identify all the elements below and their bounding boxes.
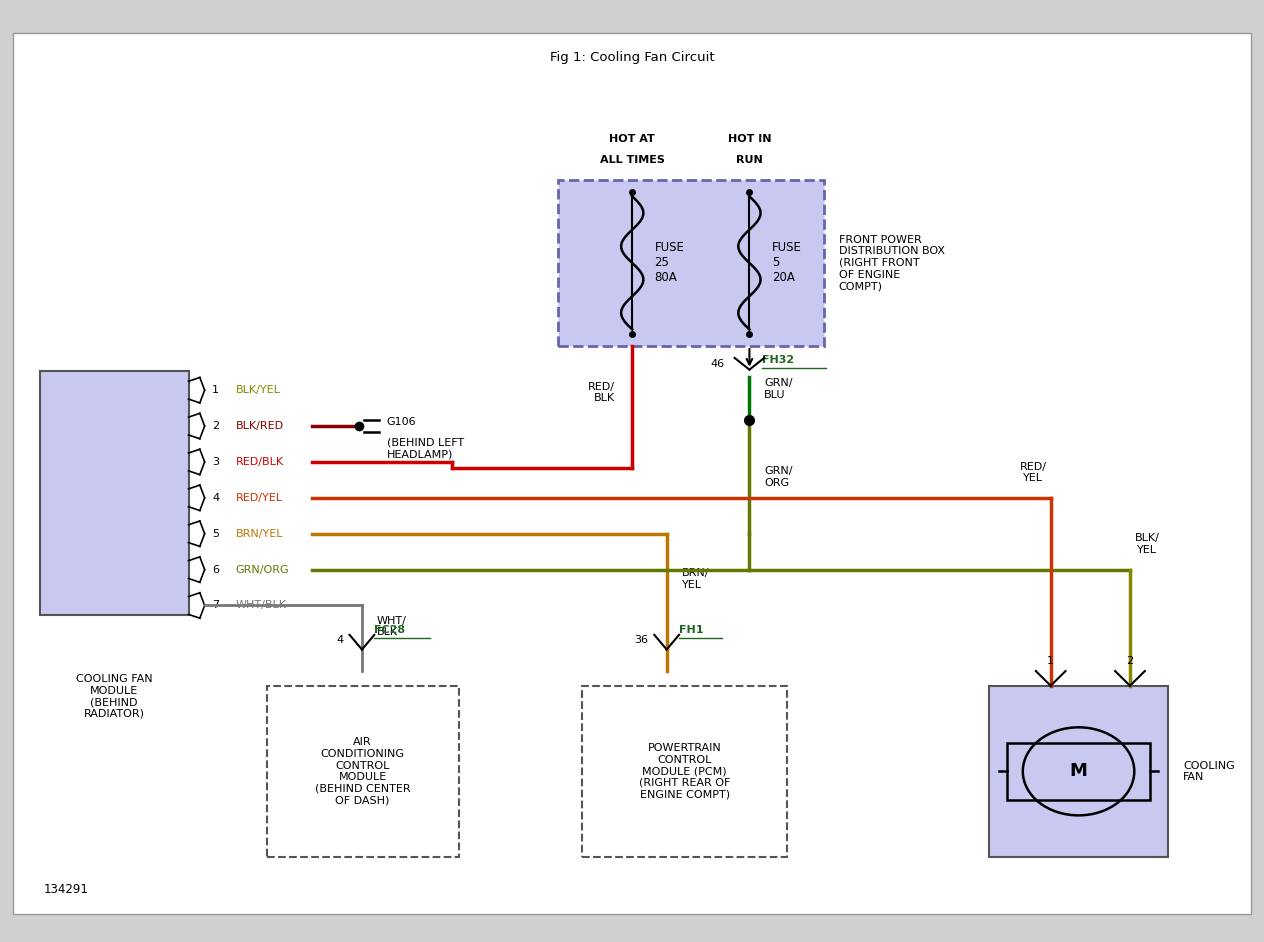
Text: 7: 7 xyxy=(212,600,220,610)
FancyBboxPatch shape xyxy=(267,686,459,857)
FancyBboxPatch shape xyxy=(557,180,824,346)
Text: 3: 3 xyxy=(212,457,219,467)
Text: 2: 2 xyxy=(212,421,220,431)
Text: 2: 2 xyxy=(1126,657,1134,666)
Text: RED/
YEL: RED/ YEL xyxy=(1020,462,1047,483)
FancyBboxPatch shape xyxy=(583,686,786,857)
Text: COOLING FAN
MODULE
(BEHIND
RADIATOR): COOLING FAN MODULE (BEHIND RADIATOR) xyxy=(76,674,153,719)
Text: FH1: FH1 xyxy=(679,625,704,635)
Text: FH32: FH32 xyxy=(762,355,794,365)
Text: WHT/BLK: WHT/BLK xyxy=(235,600,287,610)
Text: FUSE
25
80A: FUSE 25 80A xyxy=(655,241,684,284)
Text: (BEHIND LEFT
HEADLAMP): (BEHIND LEFT HEADLAMP) xyxy=(387,438,464,460)
Text: BRN/YEL: BRN/YEL xyxy=(235,528,283,539)
Text: RED/BLK: RED/BLK xyxy=(235,457,283,467)
Text: AIR
CONDITIONING
CONTROL
MODULE
(BEHIND CENTER
OF DASH): AIR CONDITIONING CONTROL MODULE (BEHIND … xyxy=(315,738,411,805)
Text: GRN/
BLU: GRN/ BLU xyxy=(765,378,793,399)
Text: COOLING
FAN: COOLING FAN xyxy=(1183,760,1235,782)
FancyBboxPatch shape xyxy=(40,370,188,615)
Text: 4: 4 xyxy=(336,635,344,644)
Text: BLK/YEL: BLK/YEL xyxy=(235,385,281,396)
Text: GRN/
ORG: GRN/ ORG xyxy=(765,466,793,488)
Text: 36: 36 xyxy=(635,635,648,644)
Text: FC28: FC28 xyxy=(374,625,406,635)
Text: RED/YEL: RED/YEL xyxy=(235,493,283,503)
Text: WHT/
BLK: WHT/ BLK xyxy=(377,616,407,638)
Text: 4: 4 xyxy=(212,493,220,503)
Text: HOT IN: HOT IN xyxy=(728,134,771,144)
Text: RED/
BLK: RED/ BLK xyxy=(588,382,614,403)
Text: 46: 46 xyxy=(710,359,724,368)
Text: FUSE
5
20A: FUSE 5 20A xyxy=(772,241,801,284)
Text: 6: 6 xyxy=(212,564,219,575)
Text: 134291: 134291 xyxy=(43,883,88,896)
Text: M: M xyxy=(1069,762,1087,780)
Text: 1: 1 xyxy=(1047,657,1054,666)
Text: G106: G106 xyxy=(387,417,416,427)
Text: HOT AT: HOT AT xyxy=(609,134,655,144)
Text: RUN: RUN xyxy=(736,155,762,165)
Text: BRN/
YEL: BRN/ YEL xyxy=(681,568,709,590)
Text: POWERTRAIN
CONTROL
MODULE (PCM)
(RIGHT REAR OF
ENGINE COMPT): POWERTRAIN CONTROL MODULE (PCM) (RIGHT R… xyxy=(640,743,731,800)
Text: BLK/
YEL: BLK/ YEL xyxy=(1135,533,1160,555)
Text: Fig 1: Cooling Fan Circuit: Fig 1: Cooling Fan Circuit xyxy=(550,51,714,64)
Text: ALL TIMES: ALL TIMES xyxy=(600,155,665,165)
FancyBboxPatch shape xyxy=(988,686,1168,857)
Text: 5: 5 xyxy=(212,528,219,539)
Text: 1: 1 xyxy=(212,385,219,396)
Text: FRONT POWER
DISTRIBUTION BOX
(RIGHT FRONT
OF ENGINE
COMPT): FRONT POWER DISTRIBUTION BOX (RIGHT FRON… xyxy=(839,235,945,291)
Text: BLK/RED: BLK/RED xyxy=(235,421,283,431)
Text: GRN/ORG: GRN/ORG xyxy=(235,564,289,575)
